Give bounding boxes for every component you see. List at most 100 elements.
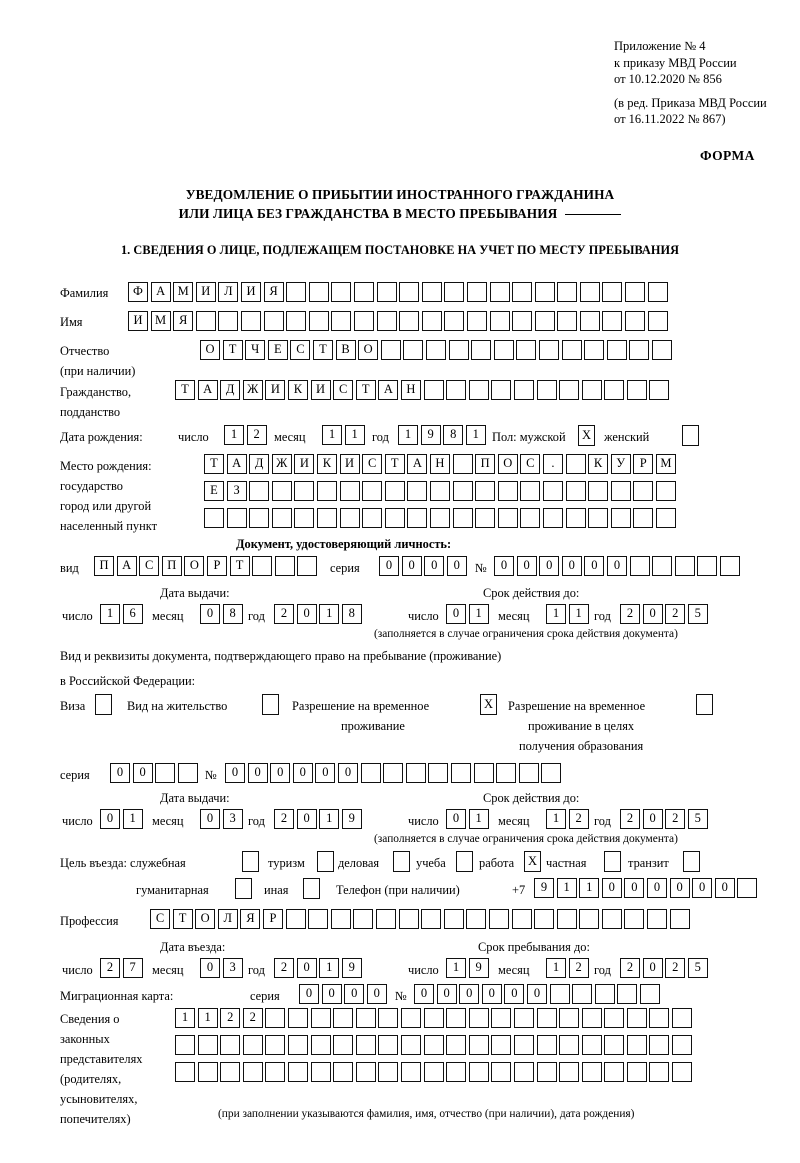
migration-number-cell[interactable]: 0 — [459, 984, 480, 1004]
checkbox-purpose-business[interactable] — [393, 851, 410, 872]
profession-cell[interactable] — [669, 909, 690, 929]
representatives-2-cell[interactable] — [242, 1035, 263, 1055]
birth-place-1-cell[interactable]: Р — [633, 454, 654, 474]
name-cell[interactable] — [353, 311, 374, 331]
citizenship-cell[interactable]: И — [310, 380, 331, 400]
representatives-1-cell[interactable]: 1 — [197, 1008, 218, 1028]
doc-issue-year-cell[interactable]: 0 — [296, 604, 317, 624]
birth-place-2-cell[interactable] — [362, 481, 383, 501]
representatives-3-cell[interactable] — [310, 1062, 331, 1082]
phone-cell[interactable]: 1 — [556, 878, 577, 898]
permit-number-cell[interactable] — [496, 763, 517, 783]
name-cell[interactable] — [308, 311, 329, 331]
representatives-3-cell[interactable] — [604, 1062, 625, 1082]
representatives-1-cell[interactable] — [491, 1008, 512, 1028]
birth-place-3-cell[interactable] — [655, 508, 676, 528]
permit-valid-year-cell[interactable]: 5 — [687, 809, 708, 829]
citizenship-cell[interactable]: Ж — [242, 380, 263, 400]
name-cell[interactable] — [557, 311, 578, 331]
citizenship-cell[interactable] — [468, 380, 489, 400]
doc-kind-cell[interactable]: П — [94, 556, 114, 576]
profession-cell[interactable] — [511, 909, 532, 929]
doc-series-cell[interactable]: 0 — [401, 556, 422, 576]
doc-number-cell[interactable]: 0 — [494, 556, 514, 576]
birth-place-3-cell[interactable] — [520, 508, 541, 528]
stay-month-cell[interactable]: 2 — [568, 958, 589, 978]
representatives-3-cell[interactable] — [581, 1062, 602, 1082]
doc-valid-day-cell[interactable]: 0 — [446, 604, 466, 624]
migration-number-cell[interactable] — [572, 984, 593, 1004]
patronymic-cell[interactable]: Е — [267, 340, 288, 360]
profession-cell[interactable] — [285, 909, 306, 929]
patronymic-cell[interactable] — [493, 340, 514, 360]
representatives-3-cell[interactable] — [559, 1062, 580, 1082]
surname-cell[interactable]: А — [150, 282, 171, 302]
birth-place-2-cell[interactable] — [429, 481, 450, 501]
representatives-1-cell[interactable] — [265, 1008, 286, 1028]
birth-place-1-cell[interactable]: К — [316, 454, 337, 474]
surname-cell[interactable]: Я — [263, 282, 284, 302]
birth-place-3-cell[interactable] — [542, 508, 563, 528]
doc-valid-year-cell[interactable]: 2 — [665, 604, 686, 624]
birth-day-cell[interactable]: 1 — [224, 425, 244, 445]
patronymic-cell[interactable] — [425, 340, 446, 360]
phone-cell[interactable]: 0 — [646, 878, 667, 898]
birth-place-1-cell[interactable]: И — [339, 454, 360, 474]
entry-month-cell[interactable]: 3 — [222, 958, 243, 978]
representatives-1-cell[interactable] — [333, 1008, 354, 1028]
name-cell[interactable] — [489, 311, 510, 331]
birth-place-3-cell[interactable] — [633, 508, 654, 528]
citizenship-cell[interactable]: Т — [355, 380, 376, 400]
patronymic-cell[interactable]: О — [200, 340, 220, 360]
doc-number-cell[interactable] — [652, 556, 673, 576]
birth-day-cell[interactable]: 2 — [246, 425, 267, 445]
profession-cell[interactable] — [308, 909, 329, 929]
migration-number-cell[interactable]: 0 — [504, 984, 525, 1004]
representatives-2-cell[interactable] — [400, 1035, 421, 1055]
name-cell[interactable] — [195, 311, 216, 331]
profession-cell[interactable] — [466, 909, 487, 929]
migration-number-cell[interactable] — [594, 984, 615, 1004]
permit-number-cell[interactable] — [360, 763, 381, 783]
name-cell[interactable]: И — [128, 311, 148, 331]
doc-series-cell[interactable]: 0 — [379, 556, 399, 576]
permit-issue-year-cell[interactable]: 2 — [274, 809, 294, 829]
entry-year-cell[interactable]: 1 — [319, 958, 340, 978]
stay-day-cell[interactable]: 1 — [446, 958, 466, 978]
profession-cell[interactable]: Я — [240, 909, 261, 929]
permit-valid-day-cell[interactable]: 0 — [446, 809, 466, 829]
name-cell[interactable] — [466, 311, 487, 331]
surname-cell[interactable] — [353, 282, 374, 302]
profession-cell[interactable] — [421, 909, 442, 929]
birth-place-2-cell[interactable]: З — [226, 481, 247, 501]
representatives-2-cell[interactable] — [287, 1035, 308, 1055]
name-cell[interactable] — [218, 311, 239, 331]
citizenship-cell[interactable]: А — [197, 380, 218, 400]
birth-place-2-cell[interactable] — [384, 481, 405, 501]
stay-year-cell[interactable]: 5 — [687, 958, 708, 978]
migration-number-cell[interactable]: 0 — [526, 984, 547, 1004]
representatives-3-cell[interactable] — [626, 1062, 647, 1082]
representatives-1-cell[interactable] — [672, 1008, 693, 1028]
patronymic-cell[interactable] — [380, 340, 401, 360]
checkbox-purpose-humanitarian[interactable] — [235, 878, 252, 899]
profession-cell[interactable] — [330, 909, 351, 929]
doc-kind-cell[interactable]: А — [116, 556, 137, 576]
representatives-1-cell[interactable] — [536, 1008, 557, 1028]
representatives-1-cell[interactable] — [446, 1008, 467, 1028]
representatives-3-cell[interactable] — [287, 1062, 308, 1082]
surname-cell[interactable] — [466, 282, 487, 302]
doc-valid-year-cell[interactable]: 5 — [687, 604, 708, 624]
representatives-1-cell[interactable] — [626, 1008, 647, 1028]
citizenship-cell[interactable] — [491, 380, 512, 400]
representatives-3-cell[interactable] — [355, 1062, 376, 1082]
